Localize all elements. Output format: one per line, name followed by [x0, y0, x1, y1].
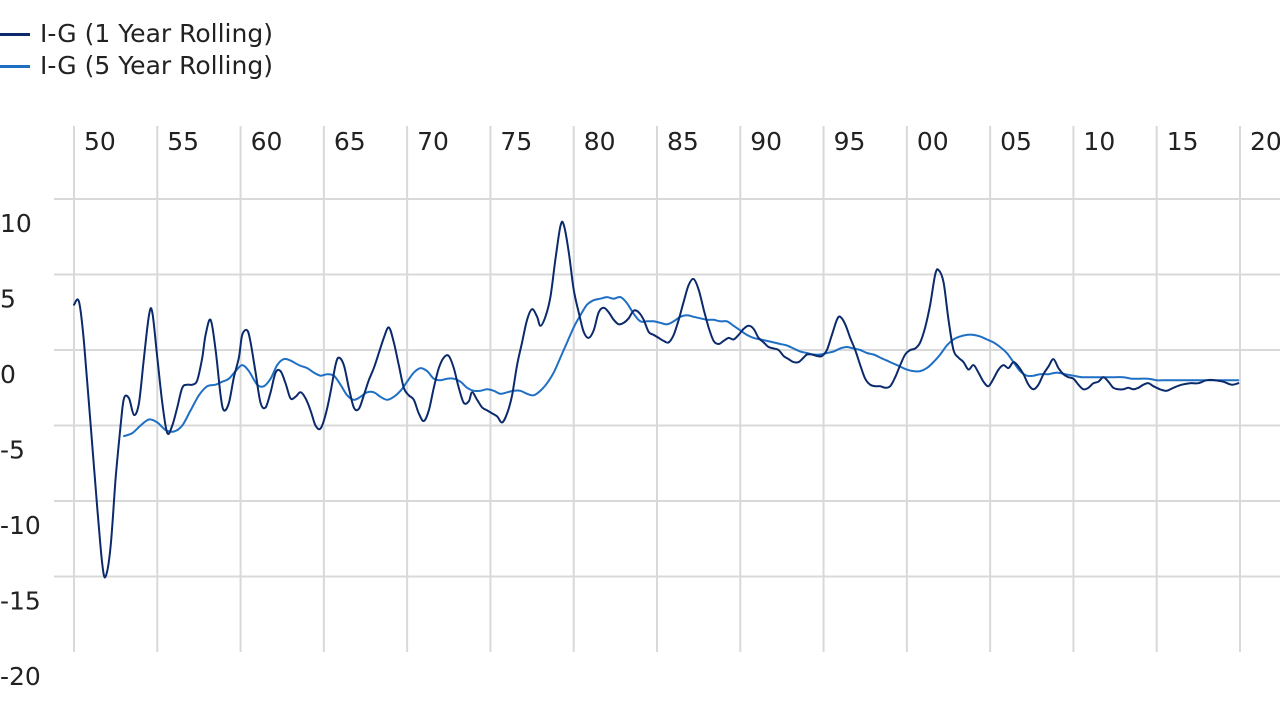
legend-swatch-5yr — [0, 64, 30, 68]
y-tick-label: 5 — [0, 285, 16, 314]
x-tick-label: 15 — [1167, 127, 1199, 156]
y-tick-label: 0 — [0, 360, 16, 389]
y-tick-label: -20 — [0, 662, 41, 691]
gridlines — [54, 126, 1280, 652]
x-tick-label: 00 — [917, 127, 949, 156]
series-lines — [73, 220, 1240, 579]
x-tick-label: 65 — [334, 127, 366, 156]
y-tick-label: -10 — [0, 511, 41, 540]
x-tick-label: 05 — [1000, 127, 1032, 156]
legend-swatch-1yr — [0, 32, 30, 36]
y-tick-label: 10 — [0, 209, 32, 238]
x-tick-label: 10 — [1083, 127, 1115, 156]
legend-item-1yr: I-G (1 Year Rolling) — [0, 18, 273, 50]
x-tick-label: 90 — [750, 127, 782, 156]
legend-label-1yr: I-G (1 Year Rolling) — [40, 19, 273, 48]
x-tick-label: 95 — [834, 127, 866, 156]
legend-label-5yr: I-G (5 Year Rolling) — [40, 51, 273, 80]
series-line-5yr — [123, 295, 1240, 438]
y-tick-label: -5 — [0, 436, 25, 465]
x-tick-label: 75 — [500, 127, 532, 156]
x-tick-label: 20 — [1250, 127, 1280, 156]
x-tick-label: 50 — [84, 127, 116, 156]
series-line-1yr — [73, 220, 1240, 579]
y-tick-labels: 10 5 0 -5 -10 -15 -20 — [0, 209, 41, 691]
x-tick-label: 70 — [417, 127, 449, 156]
x-tick-label: 60 — [251, 127, 283, 156]
chart-legend: I-G (1 Year Rolling) I-G (5 Year Rolling… — [0, 18, 273, 82]
legend-item-5yr: I-G (5 Year Rolling) — [0, 50, 273, 82]
y-tick-label: -15 — [0, 587, 41, 616]
x-tick-label: 55 — [167, 127, 199, 156]
x-tick-label: 80 — [584, 127, 616, 156]
x-tick-label: 85 — [667, 127, 699, 156]
x-tick-labels: 50 55 60 65 70 75 80 85 90 95 00 05 10 15 20 — [84, 127, 1280, 156]
